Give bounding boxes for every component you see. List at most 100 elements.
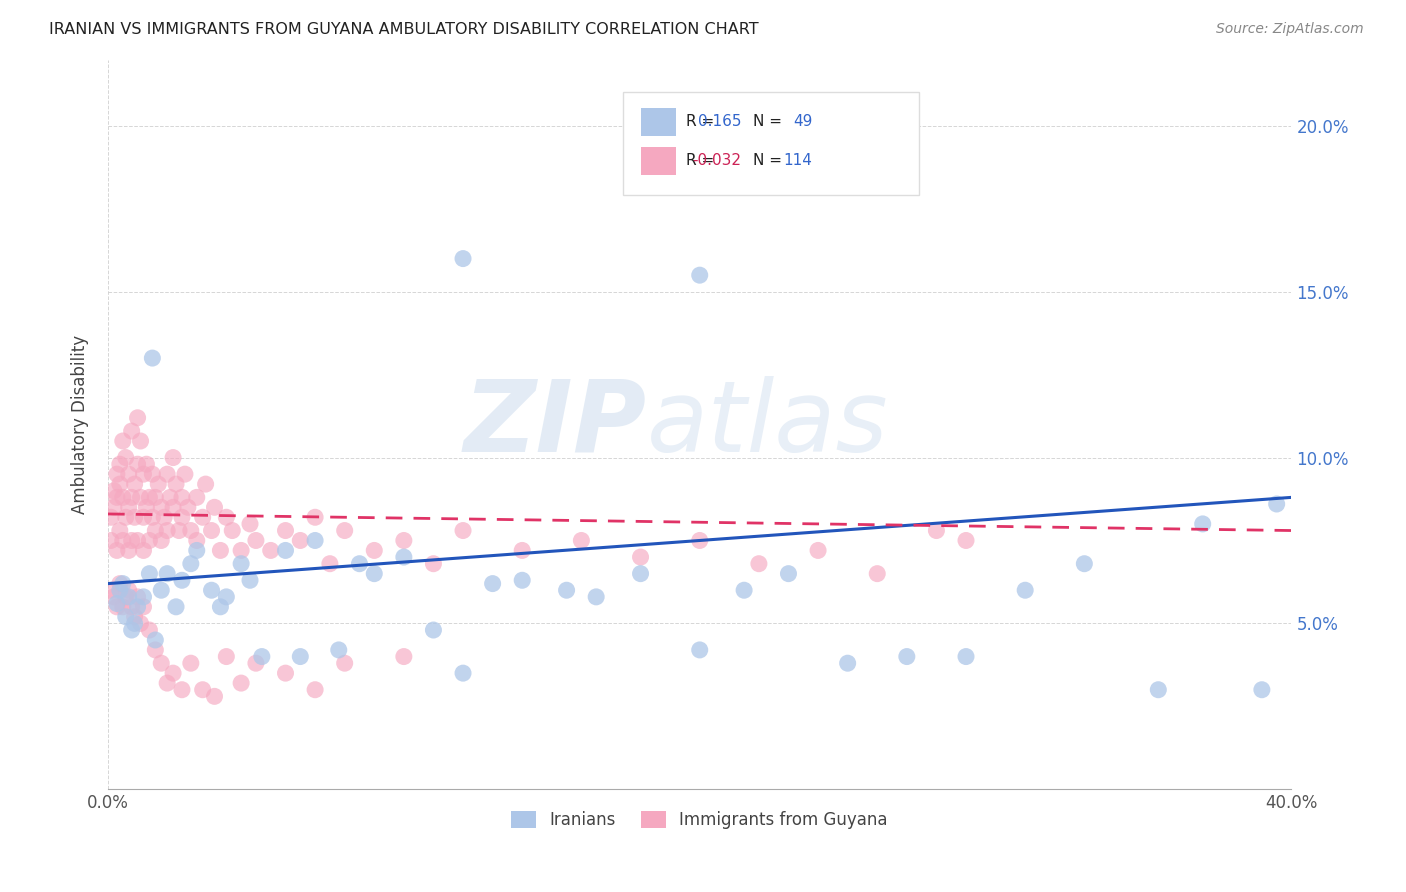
Point (108, 576, 131, 591)
Point (866, 566, 889, 581)
Point (150, 583, 173, 598)
Point (451, 666, 474, 681)
Point (111, 491, 134, 505)
Point (108, 583, 131, 598)
Point (510, 543, 533, 558)
Point (121, 533, 143, 548)
Point (231, 543, 253, 558)
Point (156, 566, 179, 581)
Point (215, 649, 238, 664)
Point (1147, 682, 1170, 697)
Point (733, 583, 755, 598)
Point (103, 590, 125, 604)
Point (114, 609, 136, 624)
Text: ZIP: ZIP (464, 376, 647, 473)
Point (170, 491, 193, 505)
Text: 49: 49 (793, 114, 813, 129)
Point (510, 574, 533, 588)
Text: 114: 114 (783, 153, 813, 168)
Point (143, 491, 166, 505)
Point (153, 510, 176, 524)
Point (245, 533, 267, 548)
Point (135, 500, 157, 515)
Point (231, 676, 253, 690)
Point (191, 682, 214, 697)
Text: atlas: atlas (647, 376, 889, 473)
Point (105, 491, 128, 505)
Point (127, 410, 149, 425)
Point (392, 550, 415, 565)
Point (141, 467, 163, 482)
Point (194, 477, 217, 491)
Point (837, 656, 859, 670)
Point (363, 566, 385, 581)
Point (127, 457, 149, 471)
Point (124, 477, 146, 491)
Point (118, 543, 141, 558)
Point (129, 616, 152, 631)
Point (100, 510, 122, 524)
Point (304, 510, 326, 524)
Point (290, 649, 312, 664)
Point (363, 543, 385, 558)
Point (170, 682, 193, 697)
Point (177, 500, 200, 515)
Point (204, 500, 226, 515)
Point (1250, 682, 1272, 697)
Point (180, 524, 202, 538)
Point (209, 543, 232, 558)
Point (180, 656, 202, 670)
Point (215, 590, 238, 604)
Point (215, 510, 238, 524)
Point (124, 609, 146, 624)
Point (132, 590, 155, 604)
Point (170, 574, 193, 588)
Point (105, 599, 128, 614)
Point (165, 477, 187, 491)
Point (274, 524, 297, 538)
Point (239, 516, 262, 531)
Point (143, 643, 166, 657)
Point (180, 557, 202, 571)
Point (274, 666, 297, 681)
Point (150, 533, 173, 548)
Text: N =: N = (754, 153, 782, 168)
Point (689, 643, 711, 657)
Point (748, 557, 770, 571)
Point (111, 599, 134, 614)
Point (108, 477, 131, 491)
Point (304, 682, 326, 697)
Point (138, 566, 160, 581)
Point (290, 533, 312, 548)
Point (200, 583, 222, 598)
Point (124, 616, 146, 631)
Point (165, 599, 187, 614)
Text: -0.032: -0.032 (692, 153, 741, 168)
Point (105, 467, 128, 482)
Point (955, 649, 977, 664)
Point (170, 510, 193, 524)
Point (451, 252, 474, 266)
Point (1191, 516, 1213, 531)
Point (121, 491, 143, 505)
Point (159, 491, 181, 505)
Point (148, 477, 170, 491)
Point (221, 524, 243, 538)
Point (162, 450, 184, 465)
Point (105, 543, 128, 558)
Point (141, 351, 163, 365)
Point (114, 590, 136, 604)
Legend: Iranians, Immigrants from Guyana: Iranians, Immigrants from Guyana (505, 804, 894, 836)
Point (132, 510, 155, 524)
Text: 0.165: 0.165 (697, 114, 741, 129)
Point (1265, 497, 1288, 511)
Text: IRANIAN VS IMMIGRANTS FROM GUYANA AMBULATORY DISABILITY CORRELATION CHART: IRANIAN VS IMMIGRANTS FROM GUYANA AMBULA… (49, 22, 759, 37)
Point (333, 524, 356, 538)
Point (778, 566, 800, 581)
Point (121, 623, 143, 637)
Point (129, 491, 152, 505)
Point (156, 467, 179, 482)
Point (127, 590, 149, 604)
Point (422, 557, 444, 571)
Point (132, 543, 155, 558)
